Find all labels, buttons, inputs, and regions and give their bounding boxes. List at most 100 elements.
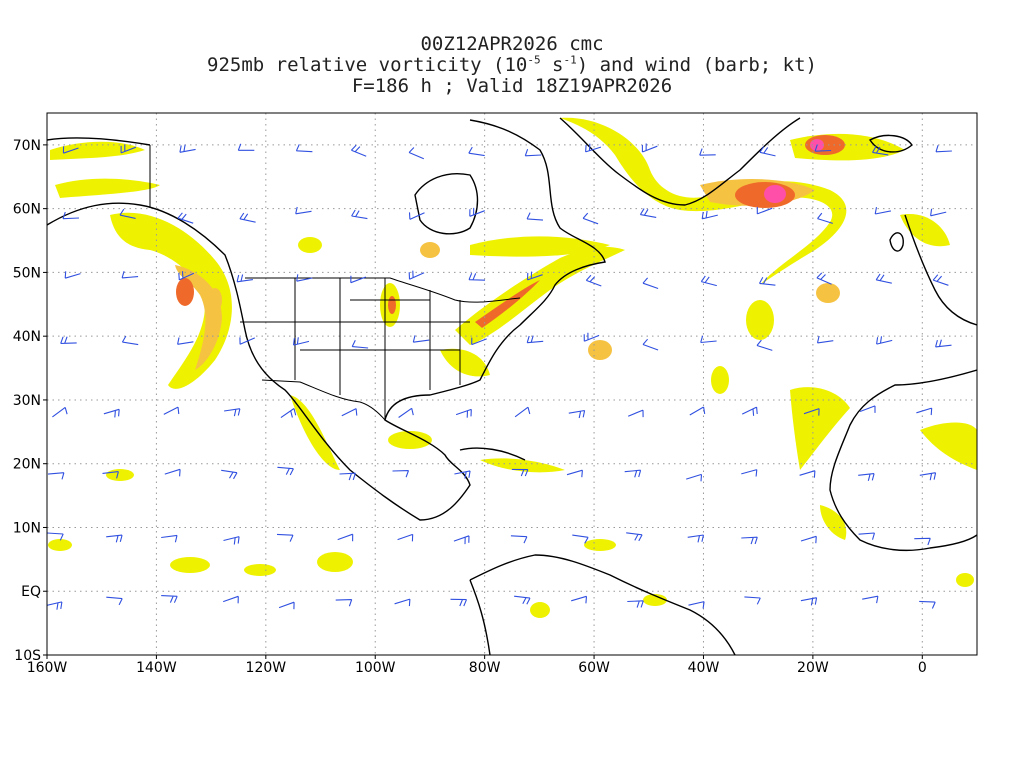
wind-barb bbox=[276, 533, 294, 542]
wind-barb bbox=[47, 601, 63, 610]
wind-barb bbox=[526, 271, 543, 281]
wind-barb bbox=[627, 409, 644, 418]
lon-label: 120W bbox=[246, 660, 287, 676]
vort-band-plains-core bbox=[388, 296, 396, 314]
wind-barb bbox=[52, 406, 68, 418]
wind-barb bbox=[874, 206, 892, 215]
vort-band-labrador bbox=[470, 236, 610, 257]
wind-barbs bbox=[47, 143, 952, 610]
vort-band-great-lakes-core bbox=[475, 280, 540, 328]
vort-band-se-us bbox=[440, 348, 490, 377]
wind-barb bbox=[103, 408, 120, 418]
wind-barb bbox=[341, 408, 358, 417]
vort-band-pacific-nw bbox=[110, 212, 232, 389]
wind-barb bbox=[582, 212, 599, 225]
wind-barb bbox=[119, 208, 136, 219]
vort-band-w-africa bbox=[820, 505, 847, 540]
wind-barb bbox=[177, 212, 194, 224]
wind-barb bbox=[930, 208, 947, 217]
wind-barb bbox=[689, 406, 706, 416]
wind-barb bbox=[468, 272, 486, 281]
wind-barb bbox=[292, 337, 310, 346]
title-valid: F=186 h ; Valid 18Z19APR2026 bbox=[351, 75, 673, 97]
wind-barb bbox=[339, 472, 356, 481]
lon-label: 140W bbox=[136, 660, 177, 676]
vort-blob-trop-4 bbox=[106, 469, 134, 481]
border-us-mexico bbox=[261, 379, 386, 421]
lat-label: 10N bbox=[13, 520, 41, 536]
wind-barb bbox=[639, 208, 657, 218]
wind-barb bbox=[455, 408, 472, 418]
vort-band-caribbean bbox=[480, 458, 565, 473]
vort-max-iceland-core bbox=[764, 185, 786, 203]
wind-barb bbox=[295, 144, 313, 153]
coast-cuba bbox=[459, 447, 526, 461]
vorticity-shading bbox=[48, 117, 977, 618]
vort-blob-trop-9 bbox=[956, 573, 974, 587]
wind-barb bbox=[237, 143, 255, 151]
wind-barb bbox=[277, 466, 294, 476]
lat-label: 40N bbox=[13, 329, 41, 345]
wind-barb bbox=[121, 335, 139, 346]
wind-barb bbox=[624, 469, 642, 478]
wind-barb bbox=[60, 336, 77, 344]
title-field-a: 925mb relative vorticity (10 bbox=[207, 54, 528, 76]
wind-barb bbox=[351, 340, 369, 349]
wind-barb bbox=[627, 600, 644, 608]
lat-label: 30N bbox=[13, 393, 41, 409]
wind-barb bbox=[398, 407, 414, 418]
title-field-b: s bbox=[540, 54, 564, 76]
wind-barb bbox=[526, 212, 544, 221]
wind-barb bbox=[568, 409, 586, 419]
vort-blob-trop-5 bbox=[48, 539, 72, 551]
lon-label: 160W bbox=[27, 660, 68, 676]
vort-band-europe bbox=[900, 214, 950, 247]
coast-iceland bbox=[868, 134, 913, 153]
wind-barb bbox=[699, 148, 716, 156]
wind-barb bbox=[350, 144, 367, 157]
wind-barb bbox=[392, 470, 410, 478]
coast-south-america-west bbox=[469, 579, 491, 655]
wind-barb bbox=[932, 274, 949, 286]
wind-barb bbox=[239, 212, 256, 223]
wind-barb bbox=[862, 595, 879, 604]
wind-barb bbox=[350, 275, 366, 284]
wind-barb bbox=[514, 406, 531, 418]
wind-barb bbox=[510, 535, 528, 544]
title-field-c: ) and wind (barb; kt) bbox=[576, 54, 817, 76]
wind-barb bbox=[454, 470, 471, 479]
wind-barb bbox=[524, 149, 542, 157]
wind-barb bbox=[179, 144, 196, 153]
wind-barb bbox=[858, 532, 876, 540]
vort-blob-atlantic-1 bbox=[588, 340, 612, 360]
wind-barb bbox=[177, 337, 194, 345]
lat-label: 60N bbox=[13, 202, 41, 218]
wind-barb bbox=[223, 536, 240, 545]
wind-barb bbox=[351, 209, 368, 220]
wind-barb bbox=[178, 271, 195, 281]
wind-barb bbox=[102, 471, 119, 479]
title-run: 00Z12APR2026 cmc bbox=[420, 33, 604, 55]
wind-barb bbox=[800, 597, 818, 606]
wind-barb bbox=[583, 332, 600, 342]
title-exp-2: -1 bbox=[563, 53, 577, 67]
wind-barb bbox=[756, 339, 773, 351]
us-state-lines bbox=[240, 278, 470, 420]
lat-label: EQ bbox=[21, 584, 41, 600]
coast-europe bbox=[904, 214, 977, 326]
lon-label: 60W bbox=[578, 660, 610, 676]
wind-barb bbox=[916, 407, 933, 416]
wind-barb bbox=[919, 600, 936, 609]
wind-barb bbox=[585, 274, 602, 287]
lat-label: 70N bbox=[13, 138, 41, 154]
wind-barb bbox=[914, 537, 931, 546]
wind-barb bbox=[816, 272, 832, 285]
wind-barb bbox=[859, 405, 876, 413]
wind-barb bbox=[700, 335, 717, 344]
vort-max-pacific-nw-2 bbox=[208, 288, 222, 312]
lon-label: 20W bbox=[797, 660, 829, 676]
lat-label: 50N bbox=[13, 265, 41, 281]
vort-blob-trop-6 bbox=[584, 539, 616, 551]
wind-barb bbox=[236, 274, 253, 283]
wind-barb bbox=[408, 147, 425, 160]
